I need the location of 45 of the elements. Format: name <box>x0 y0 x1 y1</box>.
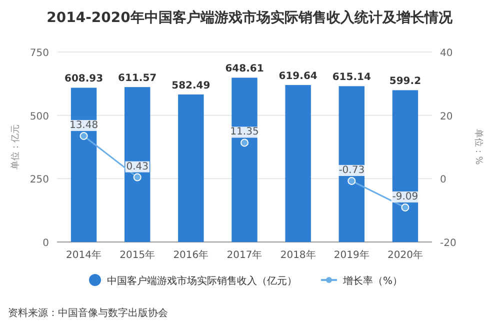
data-label: 619.64 <box>278 71 318 82</box>
x-tick-label: 2014年 <box>66 249 102 261</box>
text: 资料来源：中国音像与数字出版协会 <box>8 307 168 319</box>
data-label: -0.73 <box>338 164 365 176</box>
x-tick-label: 2016年 <box>173 249 209 261</box>
point <box>80 132 88 140</box>
y2-tick-label: 40 <box>440 48 453 59</box>
bar <box>178 94 204 242</box>
y2-tick-label: -20 <box>440 238 456 249</box>
y-tick-label: 0 <box>42 238 49 249</box>
x-tick-label: 2019年 <box>334 249 370 261</box>
data-label: 599.2 <box>389 76 422 88</box>
y-tick-label: 250 <box>30 174 49 186</box>
bar <box>285 85 311 242</box>
point <box>348 176 356 185</box>
x-tick-label: 2020年 <box>387 249 423 261</box>
point <box>240 138 248 147</box>
x-tick-label: 2015年 <box>120 249 156 261</box>
y-tick-label: 500 <box>30 111 49 122</box>
bar <box>70 88 97 242</box>
y2-tick-label: 0 <box>440 174 446 186</box>
bar <box>124 87 150 242</box>
y-tick-label: 750 <box>30 48 49 59</box>
x-tick-label: 2018年 <box>280 249 316 261</box>
y-axis-title: 单位：亿元 <box>10 124 21 170</box>
data-label: 615.14 <box>332 72 371 84</box>
x-tick-label: 2017年 <box>226 249 262 261</box>
data-label: 608.93 <box>64 74 104 85</box>
point <box>401 203 410 212</box>
y2-axis-title: 单位：% <box>473 129 484 166</box>
bar <box>232 78 258 242</box>
data-label: -9.09 <box>392 191 418 202</box>
data-label: 11.35 <box>230 126 259 138</box>
data-label: 582.49 <box>172 80 210 92</box>
chart-title: 2014-2020年中国客户端游戏市场实际销售收入统计及增长情况 <box>46 9 454 26</box>
data-label: 13.48 <box>69 120 98 131</box>
legend-label: 增长率（%） <box>342 275 403 287</box>
legend-label: 中国客户端游戏市场实际销售收入（亿元） <box>107 275 297 287</box>
data-label: 611.57 <box>118 73 157 84</box>
bar <box>392 90 418 242</box>
bar <box>338 86 364 242</box>
data-label: 648.61 <box>225 64 264 75</box>
data-label: 0.43 <box>126 161 148 172</box>
point <box>133 173 142 182</box>
y2-tick-label: 20 <box>440 111 453 122</box>
